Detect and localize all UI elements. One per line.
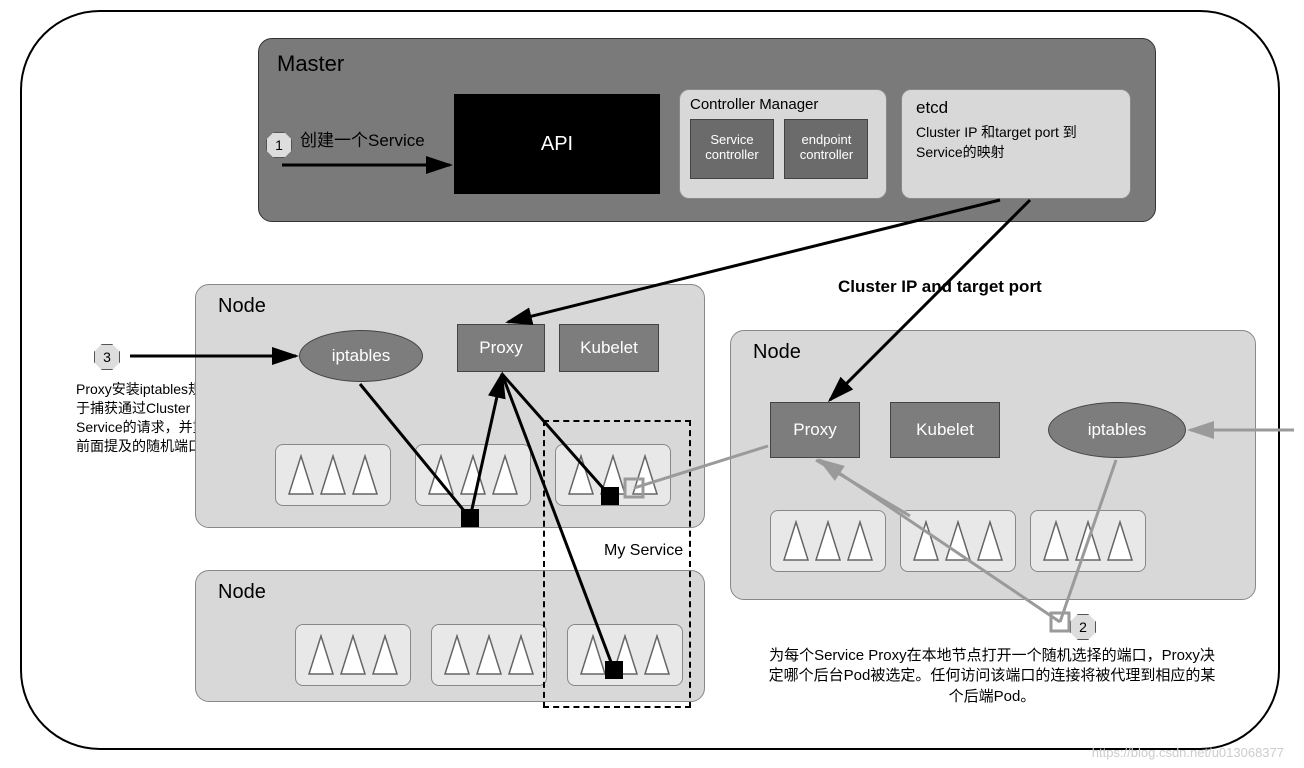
pod-r-3 <box>1030 510 1146 572</box>
step-1-num: 1 <box>275 137 283 153</box>
etcd-subtitle: Cluster IP 和target port 到Service的映射 <box>916 122 1116 162</box>
clusterip-label: Cluster IP and target port <box>838 276 1042 299</box>
node-left-top-title: Node <box>218 295 266 318</box>
proxy-left: Proxy <box>457 324 545 372</box>
kubelet-left: Kubelet <box>559 324 659 372</box>
pod-lt-1 <box>275 444 391 506</box>
myservice-label: My Service <box>604 540 683 562</box>
proxy-right: Proxy <box>770 402 860 458</box>
pod-r-2 <box>900 510 1016 572</box>
service-controller-label: Service controller <box>705 132 758 162</box>
controller-manager-title: Controller Manager <box>690 96 876 113</box>
controller-manager-box: Controller Manager Service controller en… <box>679 89 887 199</box>
pod-lt-2 <box>415 444 531 506</box>
service-controller-box: Service controller <box>690 119 774 179</box>
watermark: https://blog.csdn.net/u013068377 <box>1092 745 1284 760</box>
step-2-label: 为每个Service Proxy在本地节点打开一个随机选择的端口，Proxy决定… <box>762 646 1222 707</box>
step-3-num: 3 <box>103 349 111 365</box>
endpoint-controller-box: endpoint controller <box>784 119 868 179</box>
iptables-right: iptables <box>1048 402 1186 458</box>
myservice-box <box>543 420 691 708</box>
etcd-title: etcd <box>916 98 1116 118</box>
pod-lb-1 <box>295 624 411 686</box>
api-box: API <box>454 94 660 194</box>
master-title: Master <box>277 51 1137 77</box>
kubelet-right: Kubelet <box>890 402 1000 458</box>
iptables-left: iptables <box>299 330 423 382</box>
etcd-box: etcd Cluster IP 和target port 到Service的映射 <box>901 89 1131 199</box>
endpoint-controller-label: endpoint controller <box>800 132 853 162</box>
node-right-title: Node <box>753 341 801 364</box>
node-left-bottom-title: Node <box>218 581 266 604</box>
pod-lb-2 <box>431 624 547 686</box>
step-1-label: 创建一个Service <box>300 130 425 153</box>
pod-r-1 <box>770 510 886 572</box>
step-2-badge: 2 <box>1070 614 1096 640</box>
step-2-num: 2 <box>1079 619 1087 635</box>
